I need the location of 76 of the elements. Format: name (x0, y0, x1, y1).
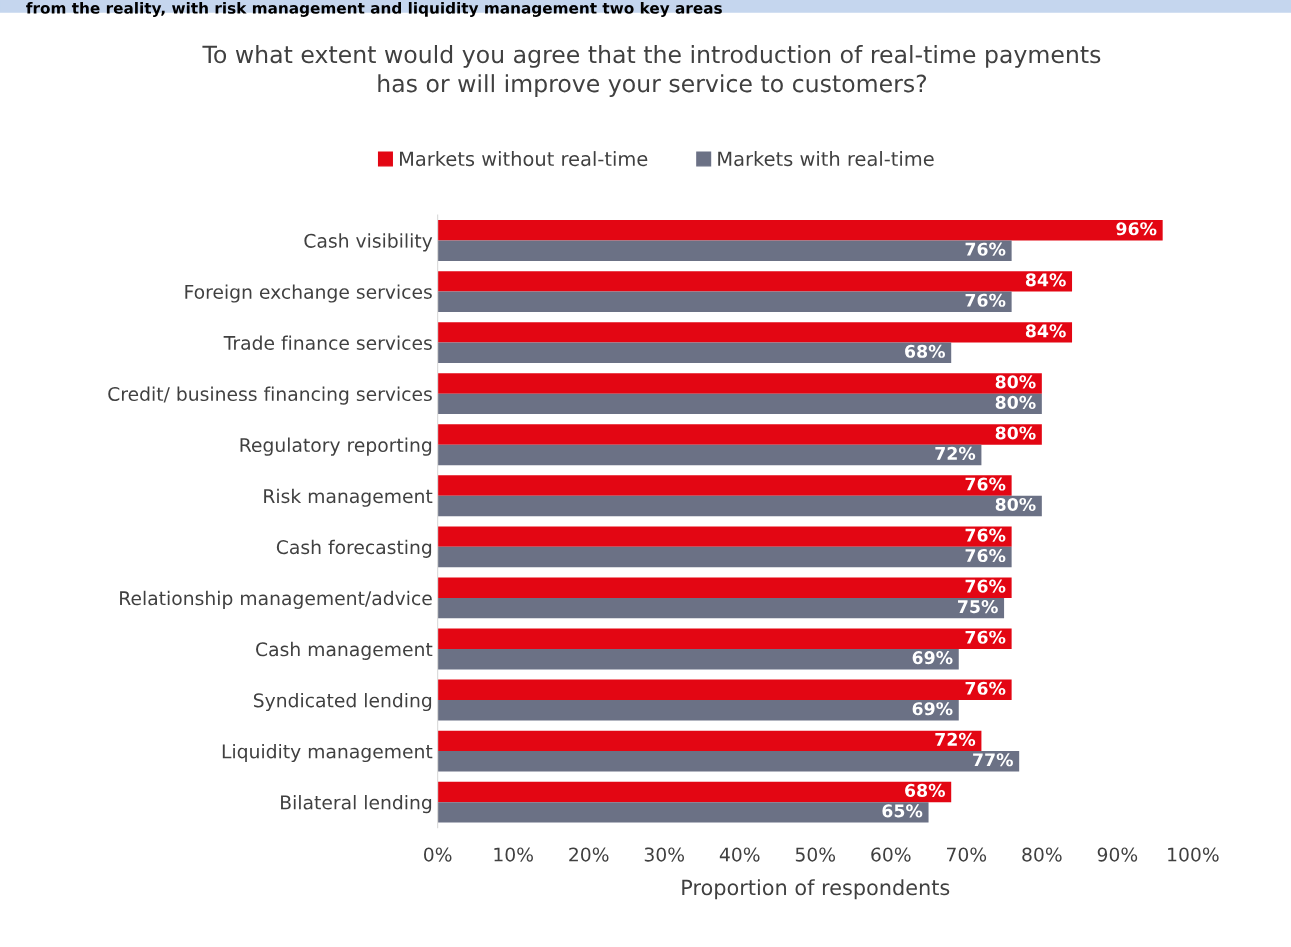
data-label: 76% (965, 477, 1006, 491)
legend-label: Markets without real-time (400, 151, 648, 167)
x-tick-label: 20% (569, 847, 609, 862)
data-label: 84% (1025, 273, 1066, 287)
data-label: 65% (882, 804, 923, 818)
x-tick-label: 0% (424, 847, 452, 862)
y-tick-label: Trade finance services (223, 335, 432, 351)
data-label: 76% (965, 548, 1006, 563)
y-tick-label: Cash forecasting (276, 539, 432, 558)
data-label: 76% (965, 630, 1006, 644)
x-tick-label: 90% (1097, 847, 1138, 862)
bar (437, 730, 982, 752)
y-tick-label: Syndicated lending (253, 692, 432, 712)
x-tick-label: 30% (644, 847, 685, 862)
bar (437, 648, 959, 670)
y-tick-label: Foreign exchange services (185, 284, 432, 303)
y-tick-label: Credit/ business financing services (108, 386, 432, 405)
bar (437, 444, 982, 466)
x-tick-label: 70% (947, 847, 987, 862)
data-label: 76% (965, 579, 1006, 593)
y-tick-label: Bilateral lending (281, 795, 432, 814)
data-label: 80% (995, 395, 1036, 409)
data-label: 72% (935, 446, 976, 460)
bar (437, 597, 1005, 619)
data-label: 68% (905, 344, 945, 358)
bar (437, 628, 1012, 649)
y-tick-label: Relationship management/advice (120, 590, 432, 609)
data-label: 72% (935, 732, 976, 746)
data-label: 69% (912, 651, 953, 665)
data-label: 76% (965, 528, 1006, 542)
bar (437, 700, 959, 721)
x-tick-label: 40% (719, 847, 760, 862)
bar (437, 240, 1012, 261)
data-label: 76% (965, 242, 1006, 256)
y-tick-label: Cash management (256, 641, 433, 660)
data-label: 84% (1025, 324, 1066, 338)
data-label: 75% (958, 600, 998, 614)
bar (437, 679, 1012, 701)
bar (437, 342, 952, 364)
chart-title: To what extent would you agree that the introduction of real-time payments has or will improve your service to customers? (202, 45, 1101, 97)
bar (437, 322, 1073, 343)
bar (437, 424, 1042, 445)
x-tick-label: 100% (1168, 847, 1219, 862)
bar (437, 495, 1042, 517)
legend-label: Markets with real-time (718, 151, 934, 167)
x-tick-label: 50% (795, 847, 836, 862)
bar (437, 751, 1020, 772)
bar (437, 475, 1012, 496)
y-tick-label: Liquidity management (222, 743, 433, 763)
data-label: 80% (995, 497, 1036, 512)
bar (437, 373, 1042, 394)
bar (437, 781, 952, 803)
data-label: 80% (995, 426, 1036, 440)
bar (437, 802, 929, 823)
y-tick-label: Cash visibility (304, 233, 433, 252)
data-label: 69% (912, 702, 953, 716)
bar (437, 291, 1012, 312)
y-tick-label: Regulatory reporting (240, 437, 432, 456)
data-label: 96% (1116, 222, 1157, 236)
y-tick-label: Risk management (264, 488, 433, 507)
x-axis-title: Proportion of respondents (682, 879, 950, 900)
data-label: 76% (965, 681, 1006, 695)
data-label: 68% (905, 783, 945, 797)
bar (437, 220, 1163, 241)
x-tick-label: 60% (871, 847, 911, 862)
bar (437, 393, 1042, 415)
x-tick-label: 10% (494, 847, 533, 862)
data-label: 80% (995, 375, 1036, 389)
bar (437, 546, 1012, 568)
bar (437, 271, 1073, 292)
data-label: 76% (965, 293, 1006, 307)
data-label: 77% (973, 753, 1013, 767)
bar (437, 577, 1012, 598)
x-tick-label: 80% (1022, 847, 1062, 862)
text: from the reality, with risk management and liquidity management two key areas (26, 2, 722, 17)
bar (437, 526, 1012, 547)
